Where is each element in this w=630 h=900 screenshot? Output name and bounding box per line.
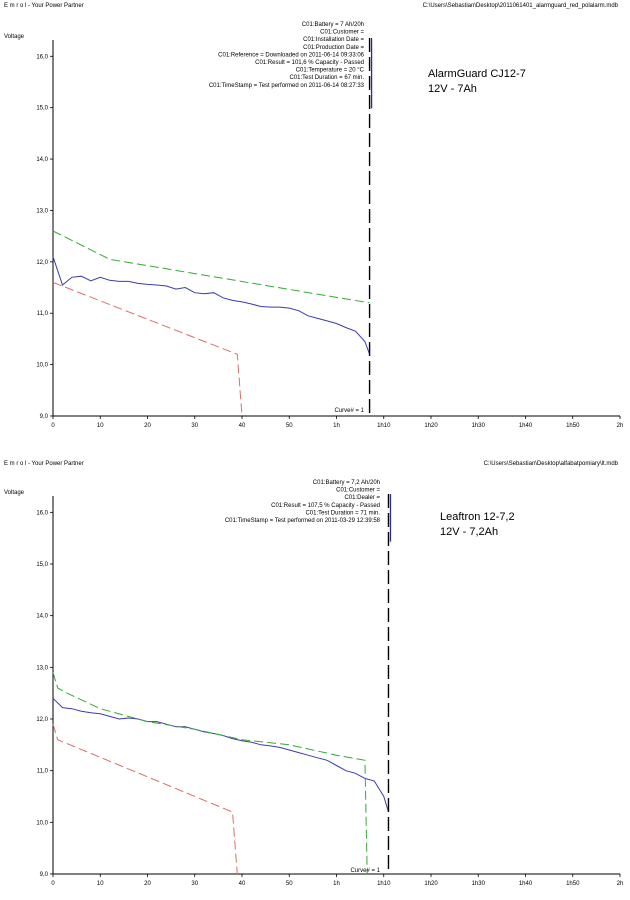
x-tick-label: 20 [144,881,151,887]
series-line-1 [52,672,368,875]
battery-annotation: 12V - 7Ah [428,83,477,95]
discharge-chart-2: Voltage 9,0 10,0 11,0 12,0 13,0 14,0 15,0 16,0 0 1… [4,480,624,887]
info-line: C01:Temperature = 20 °C [296,68,365,74]
x-tick-label: 2h [617,881,624,887]
y-tick-label: 12,0 [36,717,48,723]
battery-annotation: 12V - 7,2Ah [440,526,498,538]
y-axis-label: Voltage [4,34,25,40]
x-tick-label: 1h10 [377,423,391,429]
info-line: C01:Installation Date = [303,37,364,43]
y-tick-label: 9,0 [40,414,49,420]
info-line: C01:Result = 107,5 % Capacity - Passed [271,503,380,509]
y-tick-label: 12,0 [36,260,48,266]
y-tick-label: 10,0 [36,363,48,369]
y-tick-label: 14,0 [36,614,48,620]
y-tick-label: 16,0 [36,54,48,60]
x-tick-label: 1h20 [424,423,438,429]
info-line: C01:TimeStamp = Test performed on 2011-0… [225,518,381,524]
info-line: C01:Reference = Downloaded on 2011-06-14… [218,52,364,58]
y-tick-label: 9,0 [40,872,49,878]
curve-label: Curve# = 1 [334,408,364,414]
x-tick-label: 10 [97,423,104,429]
x-tick-label: 2h [617,423,624,429]
x-tick-label: 1h40 [519,423,533,429]
x-tick-label: 1h [333,881,340,887]
series-line-2 [52,724,238,875]
x-tick-label: 0 [51,423,55,429]
x-tick-label: 50 [286,423,293,429]
brand-label: E m r o l - Your Power Partner [4,461,84,467]
info-line: C01:Battery = 7,2 Ah/20h [313,480,380,486]
y-axis-label: Voltage [4,490,25,496]
series-line-1 [52,230,370,304]
x-tick-label: 1h50 [566,423,580,429]
file-path: C:\Users\Sebastian\Desktop\alfabatpomiar… [483,461,618,467]
y-tick-label: 10,0 [36,820,48,826]
info-line: C01:Customer = [320,30,364,36]
y-tick-label: 14,0 [36,157,48,163]
x-tick-label: 40 [239,423,246,429]
info-line: C01:TimeStamp = Test performed on 2011-0… [209,83,365,89]
y-tick-label: 15,0 [36,562,48,568]
x-tick-label: 1h30 [472,423,486,429]
x-tick-label: 10 [97,881,104,887]
info-line: C01:Battery = 7 Ah/20h [302,22,364,28]
info-line: C01:Customer = [336,488,380,494]
info-line: C01:Test Duration = 67 min. [289,75,364,81]
x-tick-label: 1h10 [377,881,391,887]
discharge-chart-1: Voltage 9,0 10,0 11,0 12,0 13,0 14,0 15,0 16,0 0 1… [4,22,624,429]
y-tick-label: 13,0 [36,208,48,214]
x-tick-label: 1h20 [424,881,438,887]
x-tick-label: 20 [144,423,151,429]
y-tick-label: 15,0 [36,106,48,112]
info-line: C01:Result = 101,6 % Capacity - Passed [255,60,364,66]
battery-annotation: AlarmGuard CJ12-7 [428,68,526,80]
y-tick-label: 16,0 [36,510,48,516]
x-tick-label: 50 [286,881,293,887]
info-line: C01:Production Date = [303,45,364,51]
y-tick-label: 13,0 [36,665,48,671]
x-tick-label: 0 [51,881,55,887]
x-tick-label: 1h [333,423,340,429]
series-line-2 [52,281,243,417]
curve-label: Curve# = 1 [350,868,380,874]
info-line: C01:Dealer = [344,495,380,501]
file-path: C:\Users\Sebastian\Desktop\2011061401_al… [422,3,618,9]
x-tick-label: 1h50 [566,881,580,887]
x-tick-label: 30 [191,881,198,887]
x-tick-label: 1h40 [519,881,533,887]
x-tick-label: 30 [191,423,198,429]
series-line-0 [52,256,371,355]
x-tick-label: 1h30 [472,881,486,887]
y-tick-label: 11,0 [37,769,49,775]
battery-annotation: Leaftron 12-7,2 [440,511,515,523]
y-tick-label: 11,0 [37,311,49,317]
x-tick-label: 40 [239,881,246,887]
brand-label: E m r o l - Your Power Partner [4,3,84,9]
info-line: C01:Test Duration = 71 min. [305,510,380,516]
